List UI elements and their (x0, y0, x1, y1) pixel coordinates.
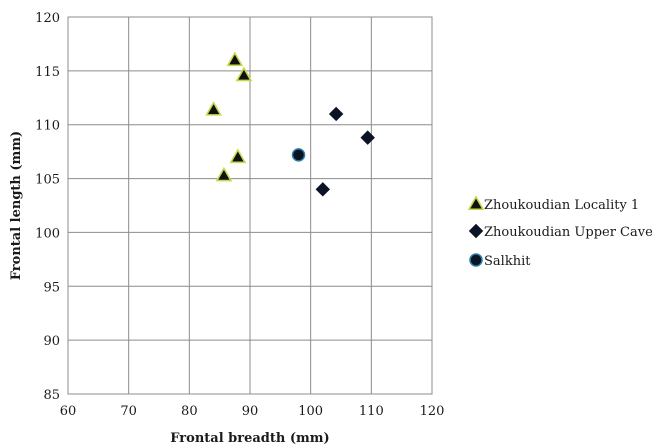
data-point-diamond (360, 130, 375, 145)
legend-label: Zhoukoudian Locality 1 (484, 198, 639, 213)
legend: Zhoukoudian Locality 1 Zhoukoudian Upper… (467, 195, 653, 269)
legend-item-zhoukoudian-locality-1: Zhoukoudian Locality 1 (467, 195, 639, 213)
legend-marker-circle (469, 253, 483, 267)
y-tick-label: 95 (43, 280, 60, 295)
y-tick-label: 85 (43, 388, 60, 403)
x-tick-label: 80 (181, 404, 198, 419)
data-point-triangle (226, 51, 244, 67)
data-points (205, 51, 375, 197)
y-tick-label: 120 (35, 11, 60, 26)
y-tick-label: 100 (35, 226, 60, 241)
plot-frame (67, 16, 433, 395)
y-tick-label: 115 (35, 65, 60, 80)
x-axis-title: Frontal breadth (mm) (170, 431, 329, 446)
legend-item-salkhit: Salkhit (469, 253, 531, 269)
data-point-diamond (315, 182, 331, 197)
data-point-triangle (215, 166, 233, 182)
x-tick-label: 110 (359, 404, 384, 419)
grid (68, 17, 432, 394)
y-tick-label: 90 (43, 334, 60, 349)
legend-circle-marker (469, 253, 483, 267)
x-tick-label: 90 (242, 404, 259, 419)
x-tick-label: 70 (120, 404, 137, 419)
legend-label: Salkhit (484, 254, 531, 269)
data-point-diamond (328, 106, 344, 122)
legend-triangle-marker (467, 195, 485, 211)
data-point-triangle (205, 101, 222, 116)
data-point-triangle (235, 66, 253, 82)
y-axis: 85 90 95 100 105 110 115 120 (35, 11, 60, 403)
data-point-triangle (229, 148, 247, 164)
legend-marker-triangle (467, 195, 485, 211)
x-axis: 60 70 80 90 100 110 120 (60, 404, 445, 419)
x-tick-label: 100 (298, 404, 323, 419)
y-axis-title: Frontal length (mm) (9, 131, 24, 280)
data-point-circle (291, 148, 306, 162)
x-tick-label: 120 (420, 404, 445, 419)
legend-diamond-marker (468, 223, 484, 239)
y-tick-label: 105 (35, 173, 60, 188)
y-tick-label: 110 (35, 119, 60, 134)
legend-item-zhoukoudian-upper-cave: Zhoukoudian Upper Cave (468, 223, 653, 240)
legend-label: Zhoukoudian Upper Cave (484, 225, 653, 240)
x-tick-label: 60 (60, 404, 77, 419)
legend-marker-diamond (468, 223, 484, 239)
